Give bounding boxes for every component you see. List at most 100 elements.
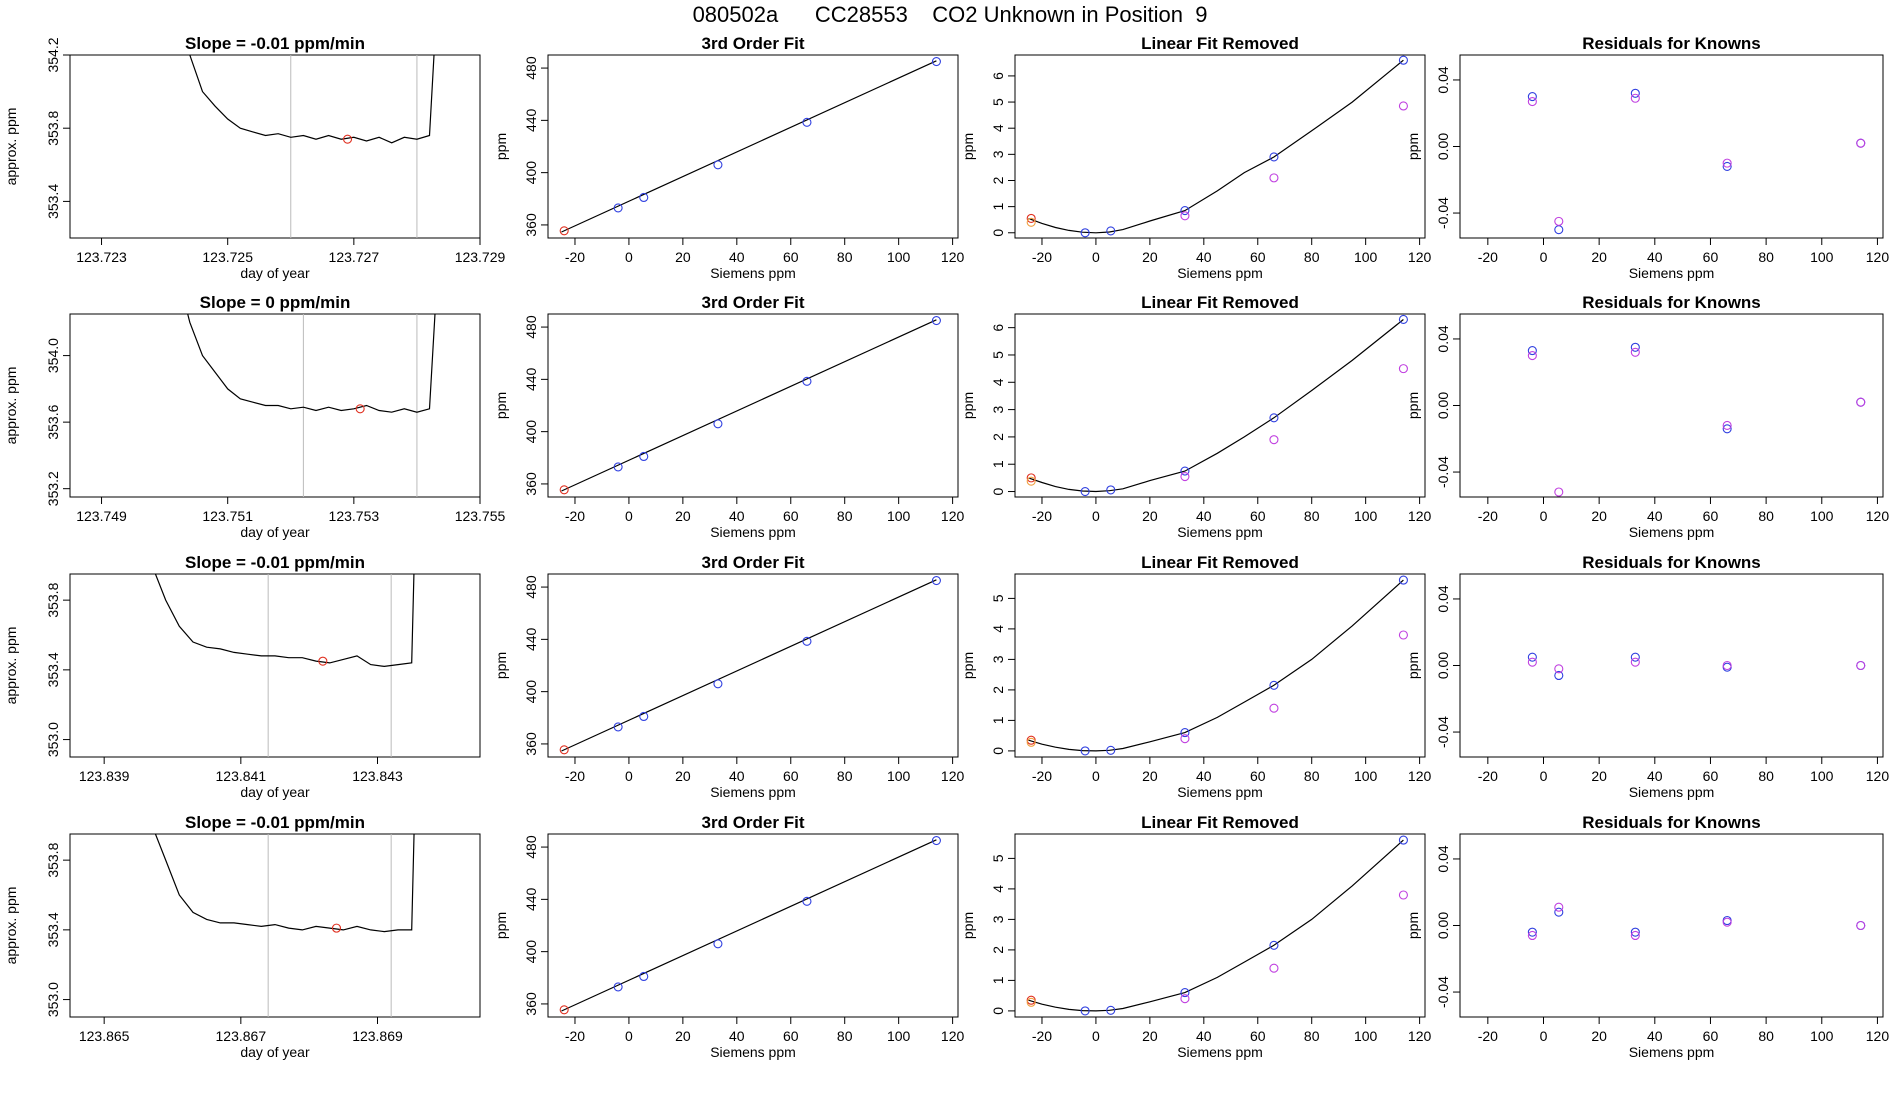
r1-ts-xlabel: day of year bbox=[240, 265, 310, 281]
r3-ts-ytick-label: 353.8 bbox=[45, 582, 61, 617]
r1-lin-point bbox=[1269, 173, 1279, 183]
r4-fit-point bbox=[931, 835, 941, 846]
r1-lin-ytick-label: 5 bbox=[990, 98, 1006, 106]
r1-lin-ytick-label: 3 bbox=[990, 150, 1006, 158]
r3-lin-xtick-label: 40 bbox=[1196, 768, 1212, 784]
r1-fit-xtick-label: 40 bbox=[729, 249, 745, 265]
r4-lin-point bbox=[1180, 988, 1190, 998]
r4-res-point bbox=[1630, 930, 1640, 941]
r1-fit-point bbox=[613, 203, 623, 213]
r4-res-xlabel: Siemens ppm bbox=[1629, 1044, 1715, 1060]
r2-fit-point bbox=[802, 376, 812, 386]
r2-fit-point bbox=[713, 419, 723, 429]
r1-lin-ytick-label: 2 bbox=[990, 176, 1006, 184]
r2-res-point bbox=[1722, 424, 1732, 434]
r2-lin-ytick-label: 5 bbox=[990, 351, 1006, 359]
r1-ts-plot-area bbox=[189, 55, 435, 238]
r4-res-xtick-label: 0 bbox=[1540, 1028, 1548, 1044]
r4-fit-xlabel: Siemens ppm bbox=[710, 1044, 796, 1060]
r1-ts-title: Slope = -0.01 ppm/min bbox=[185, 34, 365, 53]
figure-title: 080502a CC28553 CO2 Unknown in Position … bbox=[692, 2, 1208, 27]
r4-res-ytick-label: 0.04 bbox=[1435, 845, 1451, 872]
r2-ts-point bbox=[355, 404, 365, 414]
r1-res-ytick-label: 0.04 bbox=[1435, 66, 1451, 93]
r1-lin-frame bbox=[1014, 54, 1426, 239]
r4-res-ytick-label: 0.00 bbox=[1435, 912, 1451, 939]
r1-res-plot-area bbox=[1527, 88, 1866, 235]
r4-lin-point bbox=[1180, 994, 1190, 1004]
r4-fit-frame bbox=[547, 833, 959, 1018]
r2-res-xlabel: Siemens ppm bbox=[1629, 524, 1715, 540]
r2-lin-xtick-label: 20 bbox=[1142, 508, 1158, 524]
r1-fit-fit-line bbox=[561, 60, 937, 233]
r4-fit-plot-area bbox=[559, 835, 941, 1015]
r3-res-xtick-label: 40 bbox=[1647, 768, 1663, 784]
r1-res-ytick-label: -0.04 bbox=[1435, 197, 1451, 229]
r3-ts-point bbox=[318, 656, 328, 666]
r2-fit-xtick-label: 100 bbox=[887, 508, 911, 524]
r2-res-frame bbox=[1459, 313, 1884, 498]
r3-res-point bbox=[1554, 670, 1564, 681]
r3-lin-point bbox=[1080, 746, 1090, 756]
r3-fit-point bbox=[931, 575, 941, 586]
r4-lin-xtick-label: -20 bbox=[1032, 1028, 1052, 1044]
r3-lin-ylabel: ppm bbox=[960, 652, 976, 679]
r4-res-point bbox=[1722, 917, 1732, 927]
r1-res-point bbox=[1630, 88, 1640, 98]
r4-fit-xtick-label: 80 bbox=[837, 1028, 853, 1044]
r3-fit-frame bbox=[547, 573, 959, 758]
r3-fit-fit-line bbox=[561, 579, 937, 752]
r3-res-ylabel: ppm bbox=[1405, 652, 1421, 679]
r2-ts-trace-line bbox=[187, 314, 436, 413]
r4-res-point bbox=[1554, 907, 1564, 917]
r3-ts-ytick-label: 353.0 bbox=[45, 722, 61, 757]
r1-res-ylabel: ppm bbox=[1405, 133, 1421, 160]
r4-lin-ytick-label: 1 bbox=[990, 976, 1006, 984]
r2-lin-point bbox=[1269, 413, 1279, 423]
r1-lin-xtick-label: 100 bbox=[1354, 249, 1378, 265]
r1-res-frame bbox=[1459, 54, 1884, 239]
r2-lin-point bbox=[1080, 486, 1090, 497]
r3-lin-xtick-label: 20 bbox=[1142, 768, 1158, 784]
r3-res-xtick-label: 120 bbox=[1866, 768, 1890, 784]
r3-fit-xlabel: Siemens ppm bbox=[710, 784, 796, 800]
r1-res-point bbox=[1722, 161, 1732, 172]
r2-fit-plot-area bbox=[559, 315, 941, 495]
r4-fit-point bbox=[559, 1005, 569, 1015]
r2-lin-ytick-label: 1 bbox=[990, 460, 1006, 468]
r3-lin-xtick-label: -20 bbox=[1032, 768, 1052, 784]
r1-res-point bbox=[1527, 97, 1537, 107]
r1-res-xtick-label: 40 bbox=[1647, 249, 1663, 265]
r4-ts-title: Slope = -0.01 ppm/min bbox=[185, 813, 365, 832]
r3-res-xtick-label: -20 bbox=[1478, 768, 1498, 784]
r1-ts-xtick-label: 123.729 bbox=[455, 249, 506, 265]
r3-res-xtick-label: 80 bbox=[1758, 768, 1774, 784]
r1-res-xtick-label: 60 bbox=[1703, 249, 1719, 265]
r1-fit-point bbox=[931, 56, 941, 67]
r4-ts-ylabel: approx. ppm bbox=[3, 887, 19, 965]
r4-lin-xlabel: Siemens ppm bbox=[1177, 1044, 1263, 1060]
r1-ts-xtick-label: 123.723 bbox=[76, 249, 127, 265]
r3-lin-plot-area bbox=[1026, 575, 1408, 756]
r2-lin-ytick-label: 4 bbox=[990, 378, 1006, 386]
r1-fit-xlabel: Siemens ppm bbox=[710, 265, 796, 281]
r4-ts-xtick-label: 123.865 bbox=[79, 1028, 130, 1044]
r2-ts-xlabel: day of year bbox=[240, 524, 310, 540]
r1-lin-point bbox=[1026, 217, 1036, 227]
r4-fit-ytick-label: 360 bbox=[523, 992, 539, 1016]
r4-res-xtick-label: 100 bbox=[1810, 1028, 1834, 1044]
r3-res-point bbox=[1856, 660, 1866, 671]
r4-res-point bbox=[1856, 920, 1866, 931]
r2-ts-ytick-label: 353.2 bbox=[45, 471, 61, 506]
r1-res-xtick-label: -20 bbox=[1478, 249, 1498, 265]
r3-lin-ytick-label: 2 bbox=[990, 686, 1006, 694]
r4-res-xtick-label: 20 bbox=[1591, 1028, 1607, 1044]
r1-lin-point bbox=[1106, 226, 1116, 236]
r4-lin-xtick-label: 100 bbox=[1354, 1028, 1378, 1044]
r3-fit-point bbox=[802, 636, 812, 646]
r4-ts-xlabel: day of year bbox=[240, 1044, 310, 1060]
r2-lin-xtick-label: 120 bbox=[1408, 508, 1432, 524]
r1-res-xtick-label: 0 bbox=[1540, 249, 1548, 265]
r2-res-title: Residuals for Knowns bbox=[1582, 293, 1761, 312]
r3-fit-xtick-label: 120 bbox=[941, 768, 965, 784]
